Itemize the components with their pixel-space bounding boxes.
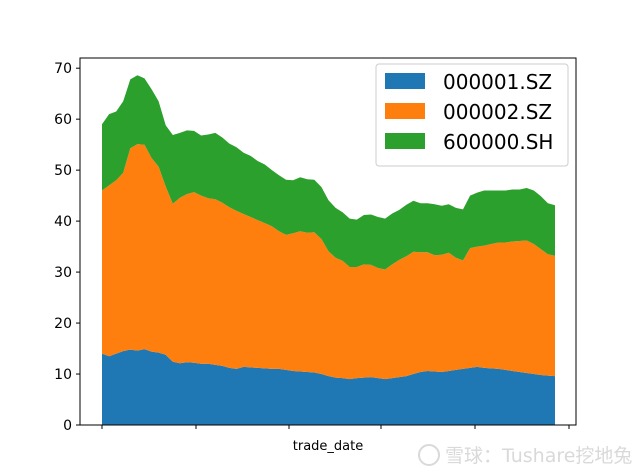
area-series-2 xyxy=(102,75,555,270)
area-layers xyxy=(102,75,555,425)
legend-label-2: 600000.SH xyxy=(443,130,553,154)
area-series-0 xyxy=(102,349,555,425)
y-tick-label-0: 0 xyxy=(63,418,72,434)
y-tick-label-5: 50 xyxy=(54,163,72,179)
y-tick-label-7: 70 xyxy=(54,61,72,77)
x-axis xyxy=(101,425,570,429)
y-axis: 0 10 20 30 40 50 60 70 xyxy=(54,61,80,434)
y-tick-label-6: 60 xyxy=(54,112,72,128)
y-tick-label-1: 10 xyxy=(54,367,72,383)
legend-swatch-0 xyxy=(385,73,425,89)
xueqiu-logo-icon xyxy=(418,444,440,466)
plot-frame xyxy=(79,57,577,426)
legend: 000001.SZ 000002.SZ 600000.SH xyxy=(375,63,569,167)
legend-swatch-1 xyxy=(385,103,425,119)
area-series-1 xyxy=(102,144,555,380)
x-axis-label: trade_date xyxy=(293,439,363,454)
legend-swatch-2 xyxy=(385,133,425,149)
watermark: 雪球：Tushare挖地兔 xyxy=(418,444,632,467)
y-tick-label-2: 20 xyxy=(54,316,72,332)
y-tick-label-3: 30 xyxy=(54,265,72,281)
watermark-text: 雪球：Tushare挖地兔 xyxy=(445,445,632,467)
y-tick-label-4: 40 xyxy=(54,214,72,230)
legend-label-1: 000002.SZ xyxy=(443,100,552,124)
legend-label-0: 000001.SZ xyxy=(443,70,552,94)
